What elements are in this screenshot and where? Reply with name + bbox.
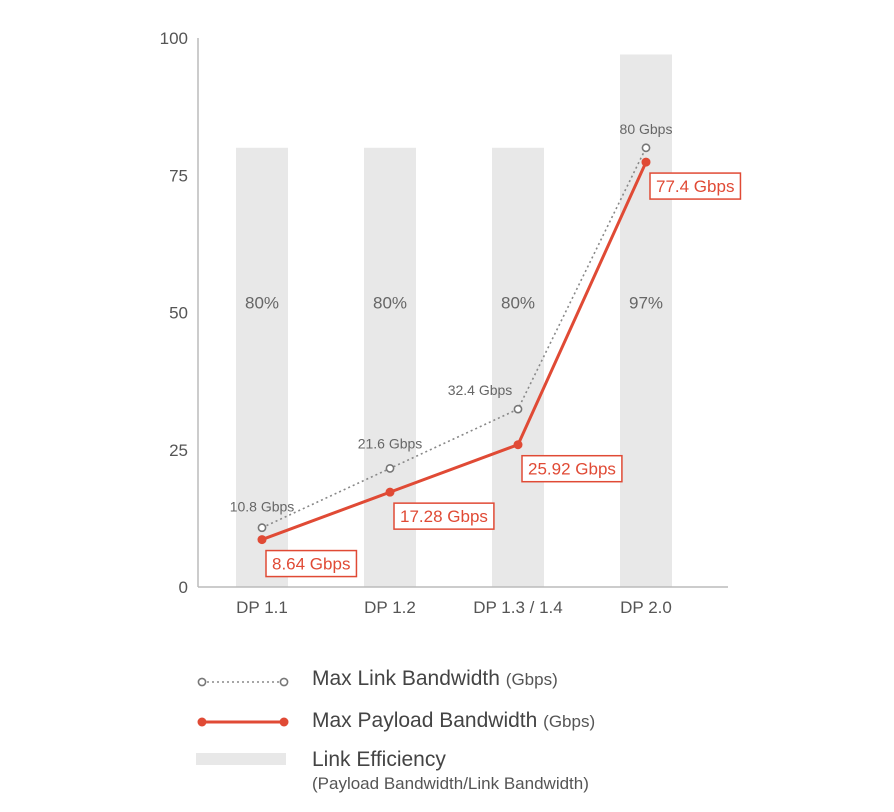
x-category-dp-1-2: DP 1.2 bbox=[364, 598, 416, 617]
y-tick-75: 75 bbox=[169, 166, 188, 185]
efficiency-label-dp-1-3-1-4: 80% bbox=[501, 294, 535, 313]
payload-point-dp-2-0 bbox=[641, 157, 651, 167]
legend-sub-efficiency: (Payload Bandwidth/Link Bandwidth) bbox=[312, 774, 589, 793]
payload-label-dp-1-2: 17.28 Gbps bbox=[393, 502, 495, 530]
legend-symbol-payload bbox=[197, 717, 289, 727]
bandwidth-chart: 0 25 50 75 100 DP 1.1 DP 1.2 DP 1.3 / 1.4 DP 2.… bbox=[160, 29, 742, 617]
y-tick-100: 100 bbox=[160, 29, 188, 48]
axes bbox=[197, 38, 728, 588]
payload-bandwidth-series: 8.64 Gbps 17.28 Gbps 25.92 Gbps 77.4 Gbps bbox=[257, 157, 742, 578]
efficiency-labels: 80% 80% 80% 97% bbox=[245, 294, 663, 313]
efficiency-bar-dp-1-1 bbox=[236, 147, 288, 588]
efficiency-label-dp-1-1: 80% bbox=[245, 294, 279, 313]
link-point-dp-1-2 bbox=[385, 464, 395, 473]
payload-label-box bbox=[393, 502, 495, 530]
link-label-dp-1-3-1-4: 32.4 Gbps bbox=[448, 382, 513, 398]
link-label-dp-1-2: 21.6 Gbps bbox=[358, 435, 423, 451]
efficiency-bar-dp-1-3-1-4 bbox=[492, 147, 544, 588]
payload-point-dp-1-2 bbox=[385, 487, 395, 497]
legend-label-efficiency: Link Efficiency bbox=[312, 748, 446, 771]
payload-label-box bbox=[521, 454, 623, 483]
y-tick-50: 50 bbox=[169, 304, 188, 323]
payload-point-dp-1-3-1-4 bbox=[513, 440, 523, 450]
payload-label-box bbox=[649, 172, 742, 200]
link-point-dp-1-1 bbox=[257, 523, 267, 533]
legend-label-payload: Max Payload Bandwidth bbox=[312, 709, 538, 732]
link-bandwidth-series: 10.8 Gbps 21.6 Gbps 32.4 Gbps 80 Gbps bbox=[230, 121, 673, 533]
payload-label-dp-1-3-1-4: 25.92 Gbps bbox=[521, 454, 623, 483]
payload-label-dp-2-0: 77.4 Gbps bbox=[649, 172, 742, 200]
payload-label-text: 77.4 Gbps bbox=[656, 177, 734, 196]
y-tick-25: 25 bbox=[169, 441, 188, 460]
x-category-dp-2-0: DP 2.0 bbox=[620, 598, 672, 617]
payload-label-box bbox=[265, 549, 358, 578]
legend-text-payload: Max Payload Bandwidth (Gbps) bbox=[312, 709, 595, 733]
y-tick-labels: 0 25 50 75 100 bbox=[160, 29, 188, 597]
x-category-labels: DP 1.1 DP 1.2 DP 1.3 / 1.4 DP 2.0 bbox=[236, 598, 672, 617]
link-point-dp-2-0 bbox=[641, 143, 651, 153]
legend-symbol-link bbox=[197, 677, 289, 687]
legend-text-efficiency: Link Efficiency (Payload Bandwidth/Link … bbox=[312, 748, 589, 794]
efficiency-bar-dp-2-0 bbox=[620, 54, 672, 588]
payload-bandwidth-line bbox=[261, 161, 648, 541]
link-bandwidth-line bbox=[261, 147, 647, 529]
legend-symbol-efficiency bbox=[196, 753, 286, 765]
payload-label-text: 25.92 Gbps bbox=[528, 460, 616, 479]
legend-text-link: Max Link Bandwidth (Gbps) bbox=[312, 667, 558, 691]
legend-unit-payload: (Gbps) bbox=[543, 712, 596, 731]
payload-label-text: 17.28 Gbps bbox=[400, 507, 488, 526]
payload-label-dp-1-1: 8.64 Gbps bbox=[265, 549, 358, 578]
legend-label-link: Max Link Bandwidth bbox=[312, 667, 500, 690]
legend-unit-link: (Gbps) bbox=[505, 670, 558, 689]
link-point-dp-1-3-1-4 bbox=[513, 404, 523, 414]
efficiency-label-dp-2-0: 97% bbox=[629, 294, 663, 313]
y-tick-0: 0 bbox=[179, 578, 188, 597]
link-label-dp-2-0: 80 Gbps bbox=[620, 121, 673, 137]
x-category-dp-1-3-1-4: DP 1.3 / 1.4 bbox=[473, 598, 562, 617]
payload-point-dp-1-1 bbox=[257, 535, 267, 545]
efficiency-label-dp-1-2: 80% bbox=[373, 294, 407, 313]
x-category-dp-1-1: DP 1.1 bbox=[236, 598, 288, 617]
efficiency-bars bbox=[236, 54, 672, 588]
payload-label-text: 8.64 Gbps bbox=[272, 555, 350, 574]
link-label-dp-1-1: 10.8 Gbps bbox=[230, 499, 295, 515]
